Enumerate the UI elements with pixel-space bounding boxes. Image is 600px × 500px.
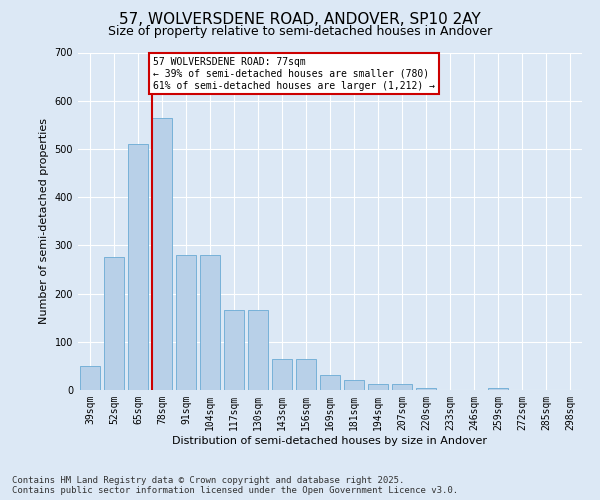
Bar bbox=[320, 374, 340, 390]
Text: Size of property relative to semi-detached houses in Andover: Size of property relative to semi-detach… bbox=[108, 25, 492, 38]
Bar bbox=[248, 310, 268, 390]
Bar bbox=[128, 144, 148, 390]
Bar bbox=[488, 388, 508, 390]
Bar bbox=[80, 366, 100, 390]
Text: Contains HM Land Registry data © Crown copyright and database right 2025.
Contai: Contains HM Land Registry data © Crown c… bbox=[12, 476, 458, 495]
X-axis label: Distribution of semi-detached houses by size in Andover: Distribution of semi-detached houses by … bbox=[173, 436, 487, 446]
Text: 57 WOLVERSDENE ROAD: 77sqm
← 39% of semi-detached houses are smaller (780)
61% o: 57 WOLVERSDENE ROAD: 77sqm ← 39% of semi… bbox=[153, 58, 435, 90]
Bar bbox=[104, 258, 124, 390]
Bar bbox=[152, 118, 172, 390]
Bar bbox=[272, 358, 292, 390]
Bar bbox=[368, 384, 388, 390]
Bar bbox=[296, 358, 316, 390]
Bar bbox=[416, 388, 436, 390]
Text: 57, WOLVERSDENE ROAD, ANDOVER, SP10 2AY: 57, WOLVERSDENE ROAD, ANDOVER, SP10 2AY bbox=[119, 12, 481, 28]
Bar bbox=[344, 380, 364, 390]
Bar bbox=[176, 255, 196, 390]
Bar bbox=[224, 310, 244, 390]
Y-axis label: Number of semi-detached properties: Number of semi-detached properties bbox=[39, 118, 49, 324]
Bar bbox=[200, 255, 220, 390]
Bar bbox=[392, 384, 412, 390]
